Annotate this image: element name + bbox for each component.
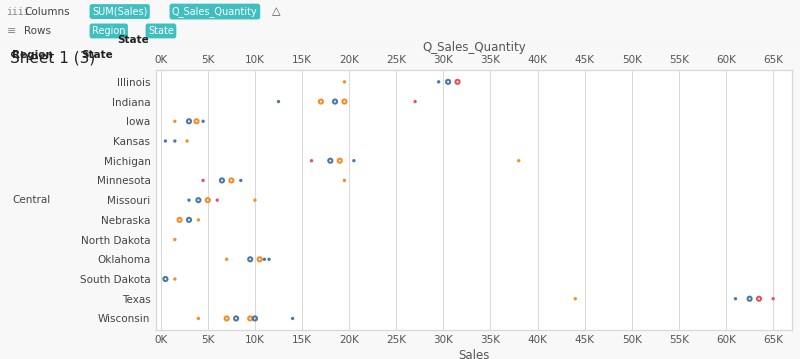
Text: State: State (81, 50, 113, 60)
Point (324, 158, 337, 164)
Point (244, 256, 257, 262)
Text: Region: Region (13, 50, 54, 60)
Text: Sheet 1 (3): Sheet 1 (3) (10, 50, 95, 65)
Point (192, 217, 205, 223)
Point (338, 178, 351, 183)
Point (173, 217, 186, 223)
Point (338, 99, 351, 104)
Point (169, 138, 182, 144)
Point (192, 316, 205, 321)
Point (182, 217, 195, 223)
Point (753, 296, 766, 302)
Point (220, 316, 233, 321)
Point (225, 178, 238, 183)
Point (169, 237, 182, 242)
Point (347, 158, 360, 164)
Text: △: △ (272, 6, 281, 17)
Point (743, 296, 756, 302)
Point (181, 138, 194, 144)
Point (244, 316, 257, 321)
Point (182, 118, 195, 124)
Point (329, 99, 342, 104)
Point (249, 316, 262, 321)
Text: ≡: ≡ (6, 26, 16, 36)
Point (234, 178, 247, 183)
Point (169, 118, 182, 124)
X-axis label: Q_Sales_Quantity: Q_Sales_Quantity (422, 41, 526, 54)
Point (442, 79, 454, 85)
Point (182, 197, 195, 203)
Point (220, 256, 233, 262)
Point (197, 118, 210, 124)
Point (338, 79, 351, 85)
X-axis label: Sales: Sales (458, 349, 490, 359)
Point (258, 256, 270, 262)
Point (729, 296, 742, 302)
Point (451, 79, 464, 85)
Point (272, 99, 285, 104)
Point (249, 197, 262, 203)
Text: State: State (148, 26, 174, 36)
Text: Columns: Columns (24, 6, 70, 17)
Text: SUM(Sales): SUM(Sales) (92, 6, 147, 17)
Point (766, 296, 779, 302)
Point (432, 79, 445, 85)
Text: Rows: Rows (24, 26, 51, 36)
Point (286, 316, 299, 321)
Text: Central: Central (13, 195, 50, 205)
Text: Region: Region (92, 26, 126, 36)
Point (512, 158, 525, 164)
Point (202, 197, 214, 203)
Text: Q_Sales_Quantity: Q_Sales_Quantity (172, 6, 258, 17)
Text: iiii: iiii (6, 6, 30, 17)
Point (192, 197, 205, 203)
Point (569, 296, 582, 302)
Point (190, 118, 203, 124)
Point (409, 99, 422, 104)
Point (230, 316, 242, 321)
Point (305, 158, 318, 164)
Text: State: State (118, 35, 149, 45)
Point (159, 138, 172, 144)
Point (215, 178, 228, 183)
Point (159, 276, 172, 282)
Point (254, 256, 266, 262)
Point (197, 178, 210, 183)
Point (262, 256, 275, 262)
Point (211, 197, 224, 203)
Point (314, 99, 327, 104)
Point (169, 276, 182, 282)
Point (334, 158, 346, 164)
